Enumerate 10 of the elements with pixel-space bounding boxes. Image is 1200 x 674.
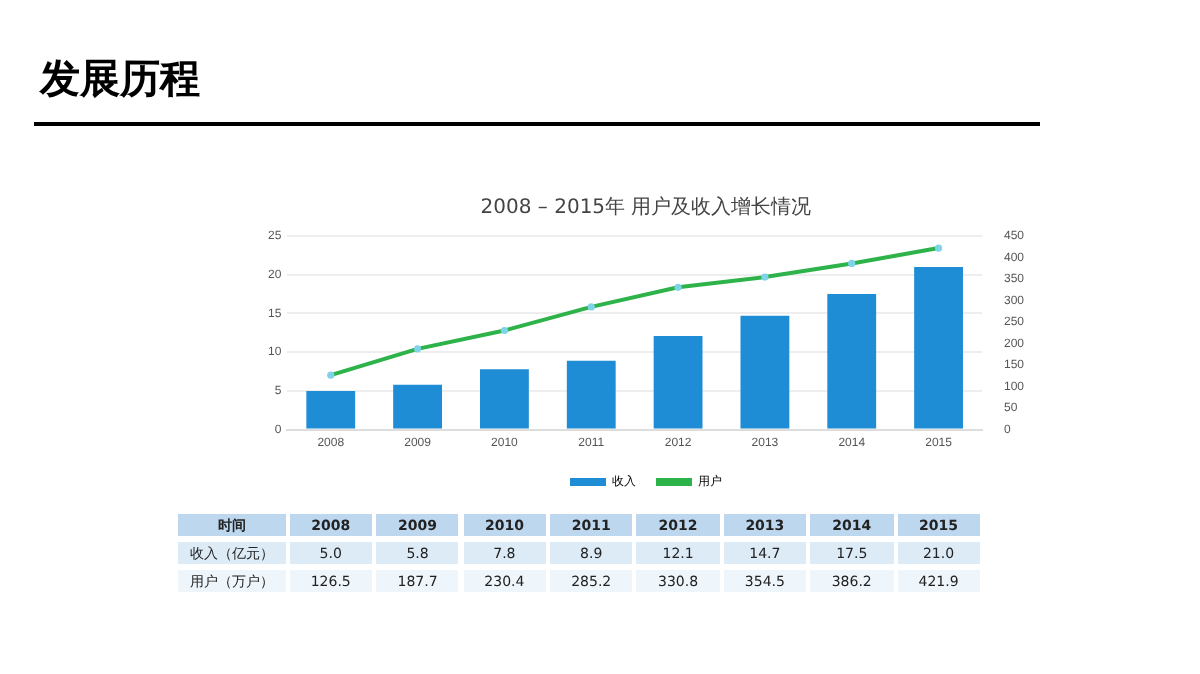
chart-subtitle: 2008 – 2015年 用户及收入增长情况 — [480, 195, 812, 220]
bar — [566, 360, 616, 429]
bar — [480, 369, 529, 429]
bar — [827, 294, 877, 429]
bar — [740, 315, 790, 429]
bar — [393, 384, 443, 429]
bar — [653, 335, 703, 429]
bar — [306, 390, 356, 429]
chart-title: 发展历程 — [40, 52, 200, 106]
bar — [914, 266, 963, 429]
